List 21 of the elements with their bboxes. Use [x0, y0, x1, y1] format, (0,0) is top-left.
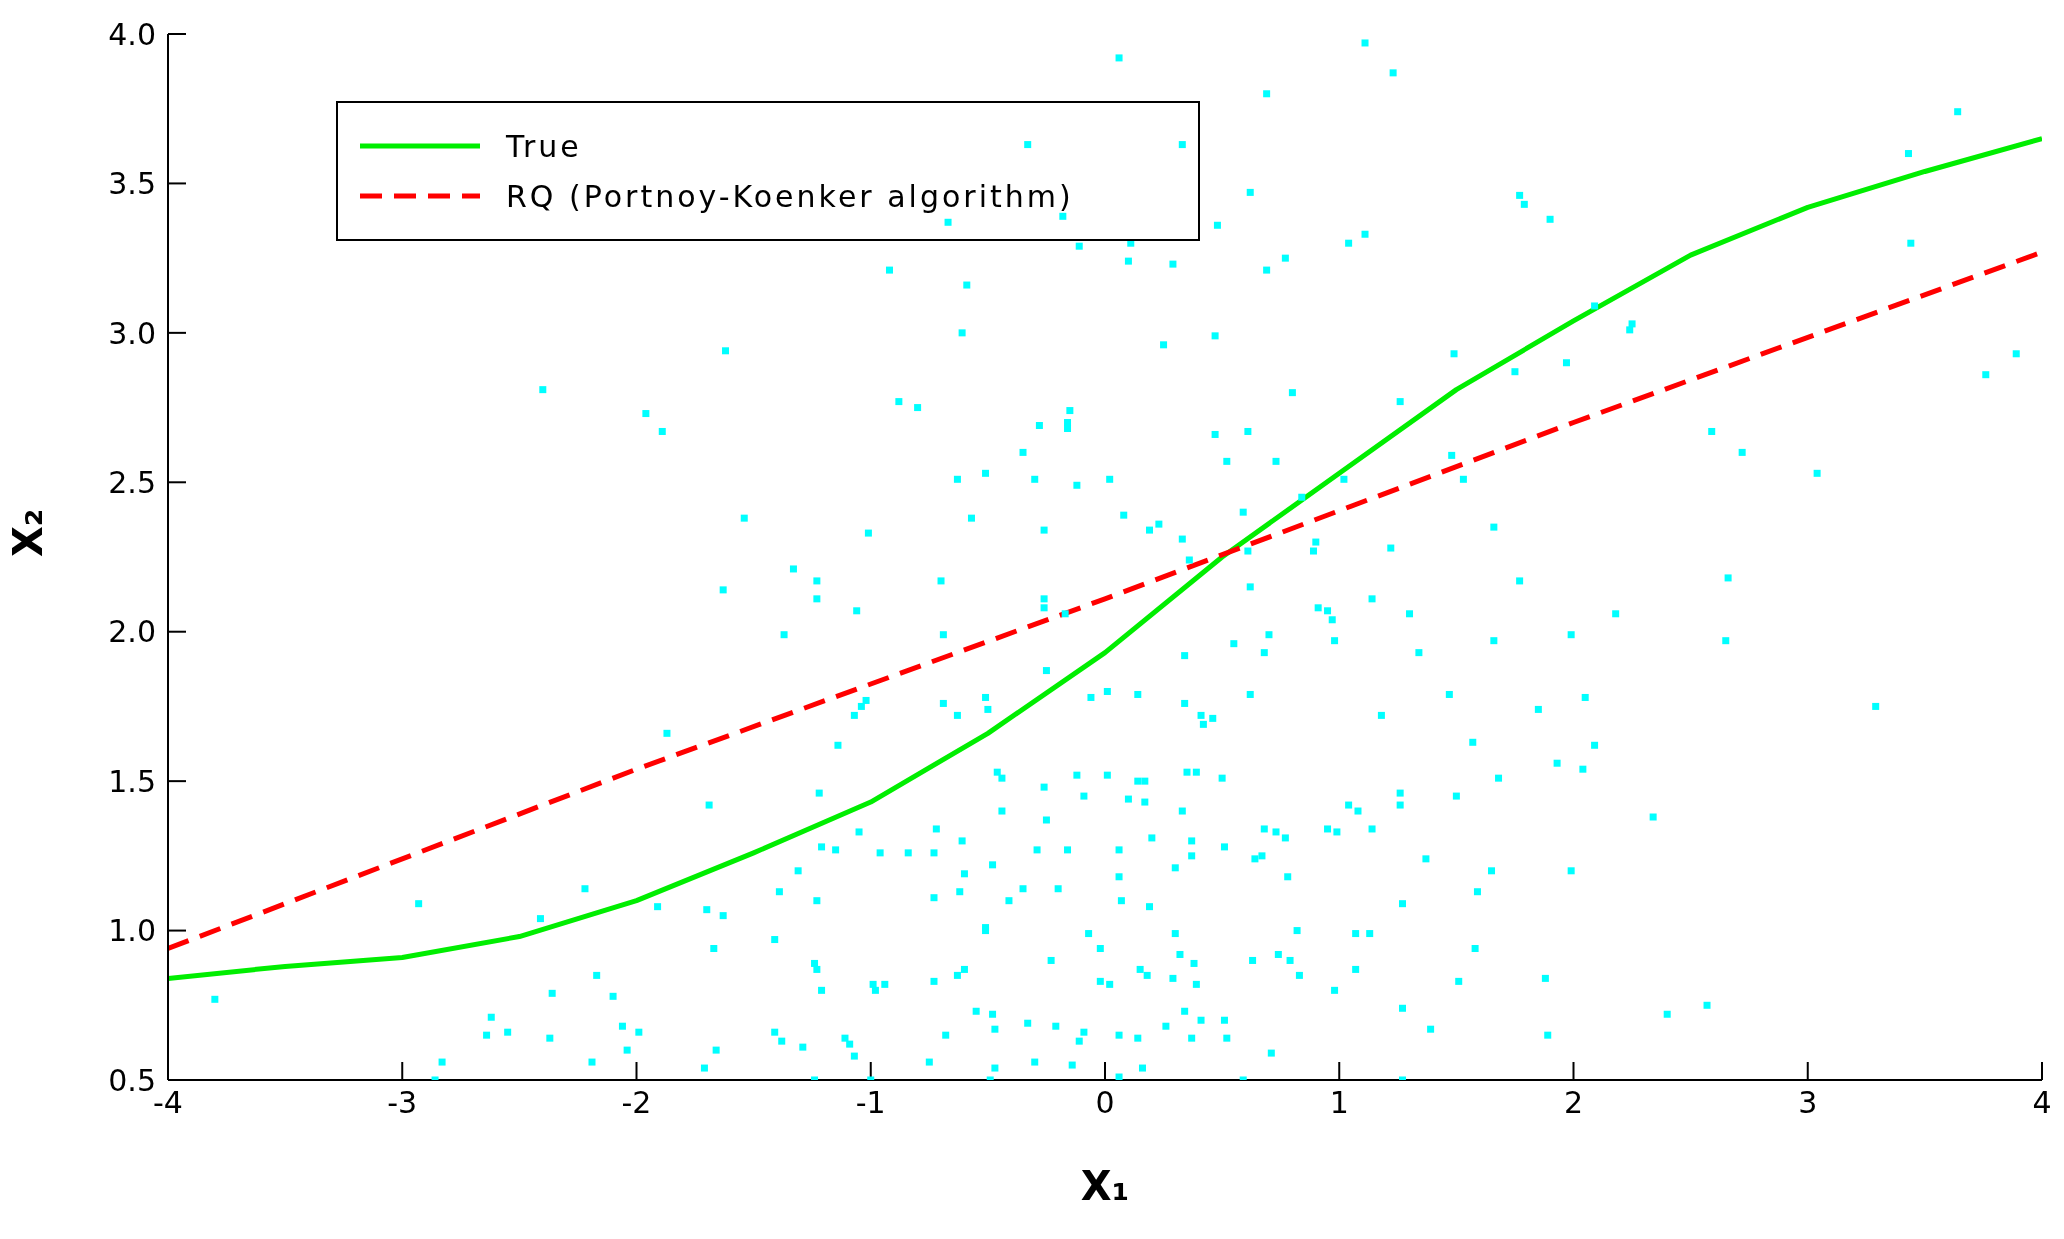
y-axis-title: X₂ — [5, 508, 52, 557]
x-tick-label: 3 — [1798, 1085, 1818, 1121]
x-tick-label: 1 — [1329, 1085, 1349, 1121]
y-tick-label: 1.5 — [108, 763, 156, 799]
legend-label: True — [506, 128, 582, 164]
y-tick-label: 3.0 — [108, 315, 156, 351]
x-tick-label: 0 — [1095, 1085, 1115, 1121]
x-axis-title: X₁ — [1080, 1163, 1130, 1209]
legend-label: RQ (Portnoy-Koenker algorithm) — [506, 178, 1074, 214]
x-tick-label: -4 — [153, 1085, 183, 1121]
y-tick-label: 1.0 — [108, 913, 156, 949]
x-tick-label: -1 — [855, 1085, 886, 1121]
x-tick-label: -3 — [387, 1085, 418, 1121]
y-tick-label: 2.0 — [108, 614, 156, 650]
y-tick-label: 2.5 — [108, 464, 156, 500]
x-tick-label: -2 — [621, 1085, 652, 1121]
y-tick-label: 0.5 — [108, 1062, 156, 1098]
y-tick-label: 4.0 — [108, 16, 156, 52]
x-tick-label: 4 — [2032, 1085, 2052, 1121]
y-tick-label: 3.5 — [108, 166, 156, 202]
x-tick-label: 2 — [1563, 1085, 1584, 1121]
